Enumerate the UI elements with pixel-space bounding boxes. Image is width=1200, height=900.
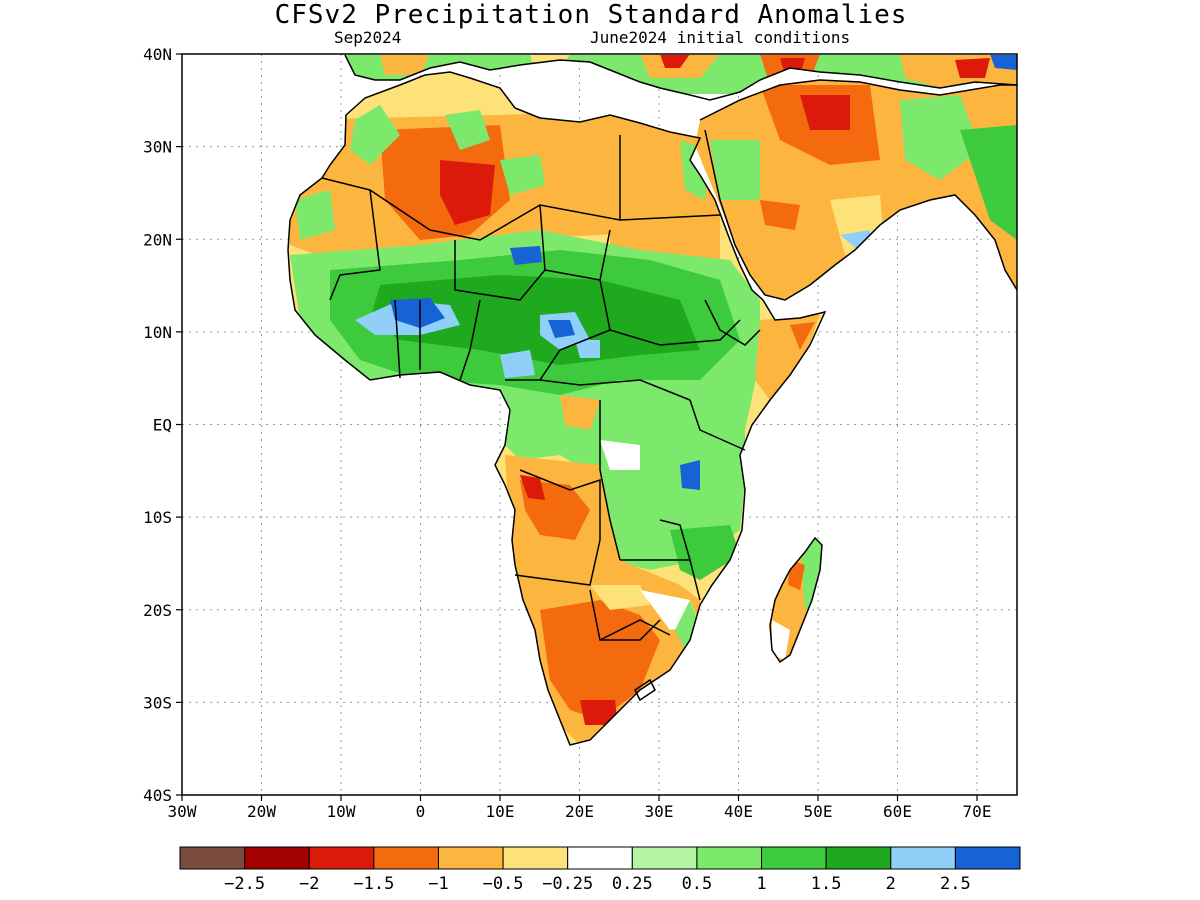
colorbar-swatch — [308, 846, 375, 870]
lat-label: 10S — [143, 508, 172, 527]
colorbar-label: −0.25 — [542, 874, 593, 894]
lon-label: 0 — [416, 802, 426, 821]
lat-label: EQ — [153, 416, 172, 435]
anomaly-shading — [288, 55, 1017, 745]
lon-label: 60E — [883, 802, 912, 821]
colorbar-label: 0.25 — [612, 874, 653, 894]
latitude-labels: 40N 30N 20N 10N EQ 10S 20S 30S 40S — [143, 45, 172, 805]
initial-conditions-label: June2024 initial conditions — [590, 28, 851, 47]
lon-label: 10W — [327, 802, 356, 821]
colorbar-swatch — [179, 846, 246, 870]
colorbar-swatch — [890, 846, 956, 870]
lon-label: 20E — [565, 802, 594, 821]
lat-label: 10N — [143, 323, 172, 342]
colorbar-swatch — [502, 846, 569, 870]
lon-label: 20W — [247, 802, 276, 821]
colorbar-label: 1 — [756, 874, 766, 894]
valid-month-label: Sep2024 — [334, 28, 402, 47]
colorbar-label: 2.5 — [940, 874, 971, 894]
lon-label: 30E — [645, 802, 674, 821]
colorbar-label: −1 — [428, 874, 448, 894]
longitude-labels: 30W 20W 10W 0 10E 20E 30E 40E 50E 60E 70E — [168, 802, 992, 821]
lon-label: 70E — [963, 802, 992, 821]
axis-ticks — [176, 53, 978, 801]
colorbar-label: −2 — [299, 874, 319, 894]
colorbar-label: 1.5 — [811, 874, 842, 894]
colorbar: −2.5 −2 −1.5 −1 −0.5 −0.25 0.25 0.5 1 1.5 2 2.5 — [179, 846, 1021, 894]
colorbar-label: −2.5 — [224, 874, 265, 894]
colorbar-label: −1.5 — [353, 874, 394, 894]
lat-label: 30S — [143, 693, 172, 712]
colorbar-swatch — [631, 846, 698, 870]
colorbar-swatch — [567, 846, 633, 870]
colorbar-swatch — [761, 846, 827, 870]
lon-label: 10E — [486, 802, 515, 821]
colorbar-swatch — [373, 846, 439, 870]
lat-label: 20N — [143, 230, 172, 249]
colorbar-swatch — [696, 846, 763, 870]
lon-label: 50E — [804, 802, 833, 821]
colorbar-swatch — [244, 846, 310, 870]
colorbar-label: 0.5 — [682, 874, 713, 894]
lon-label: 30W — [168, 802, 197, 821]
colorbar-swatch — [825, 846, 892, 870]
lat-label: 40S — [143, 786, 172, 805]
colorbar-label: −0.5 — [483, 874, 524, 894]
map-title: CFSv2 Precipitation Standard Anomalies — [274, 0, 908, 30]
colorbar-swatch — [954, 846, 1021, 870]
coastlines — [287, 54, 1017, 746]
colorbar-swatch — [437, 846, 504, 870]
lon-label: 40E — [724, 802, 753, 821]
lat-label: 40N — [143, 45, 172, 64]
lat-label: 20S — [143, 601, 172, 620]
colorbar-label: 2 — [886, 874, 896, 894]
lat-label: 30N — [143, 138, 172, 157]
